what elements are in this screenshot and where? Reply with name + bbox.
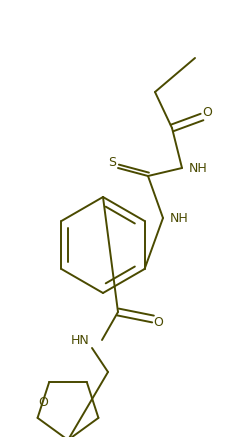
- Text: O: O: [38, 396, 48, 409]
- Text: S: S: [108, 156, 116, 170]
- Text: O: O: [153, 316, 163, 329]
- Text: NH: NH: [189, 162, 208, 174]
- Text: HN: HN: [71, 333, 90, 347]
- Text: NH: NH: [170, 212, 189, 225]
- Text: O: O: [202, 107, 212, 119]
